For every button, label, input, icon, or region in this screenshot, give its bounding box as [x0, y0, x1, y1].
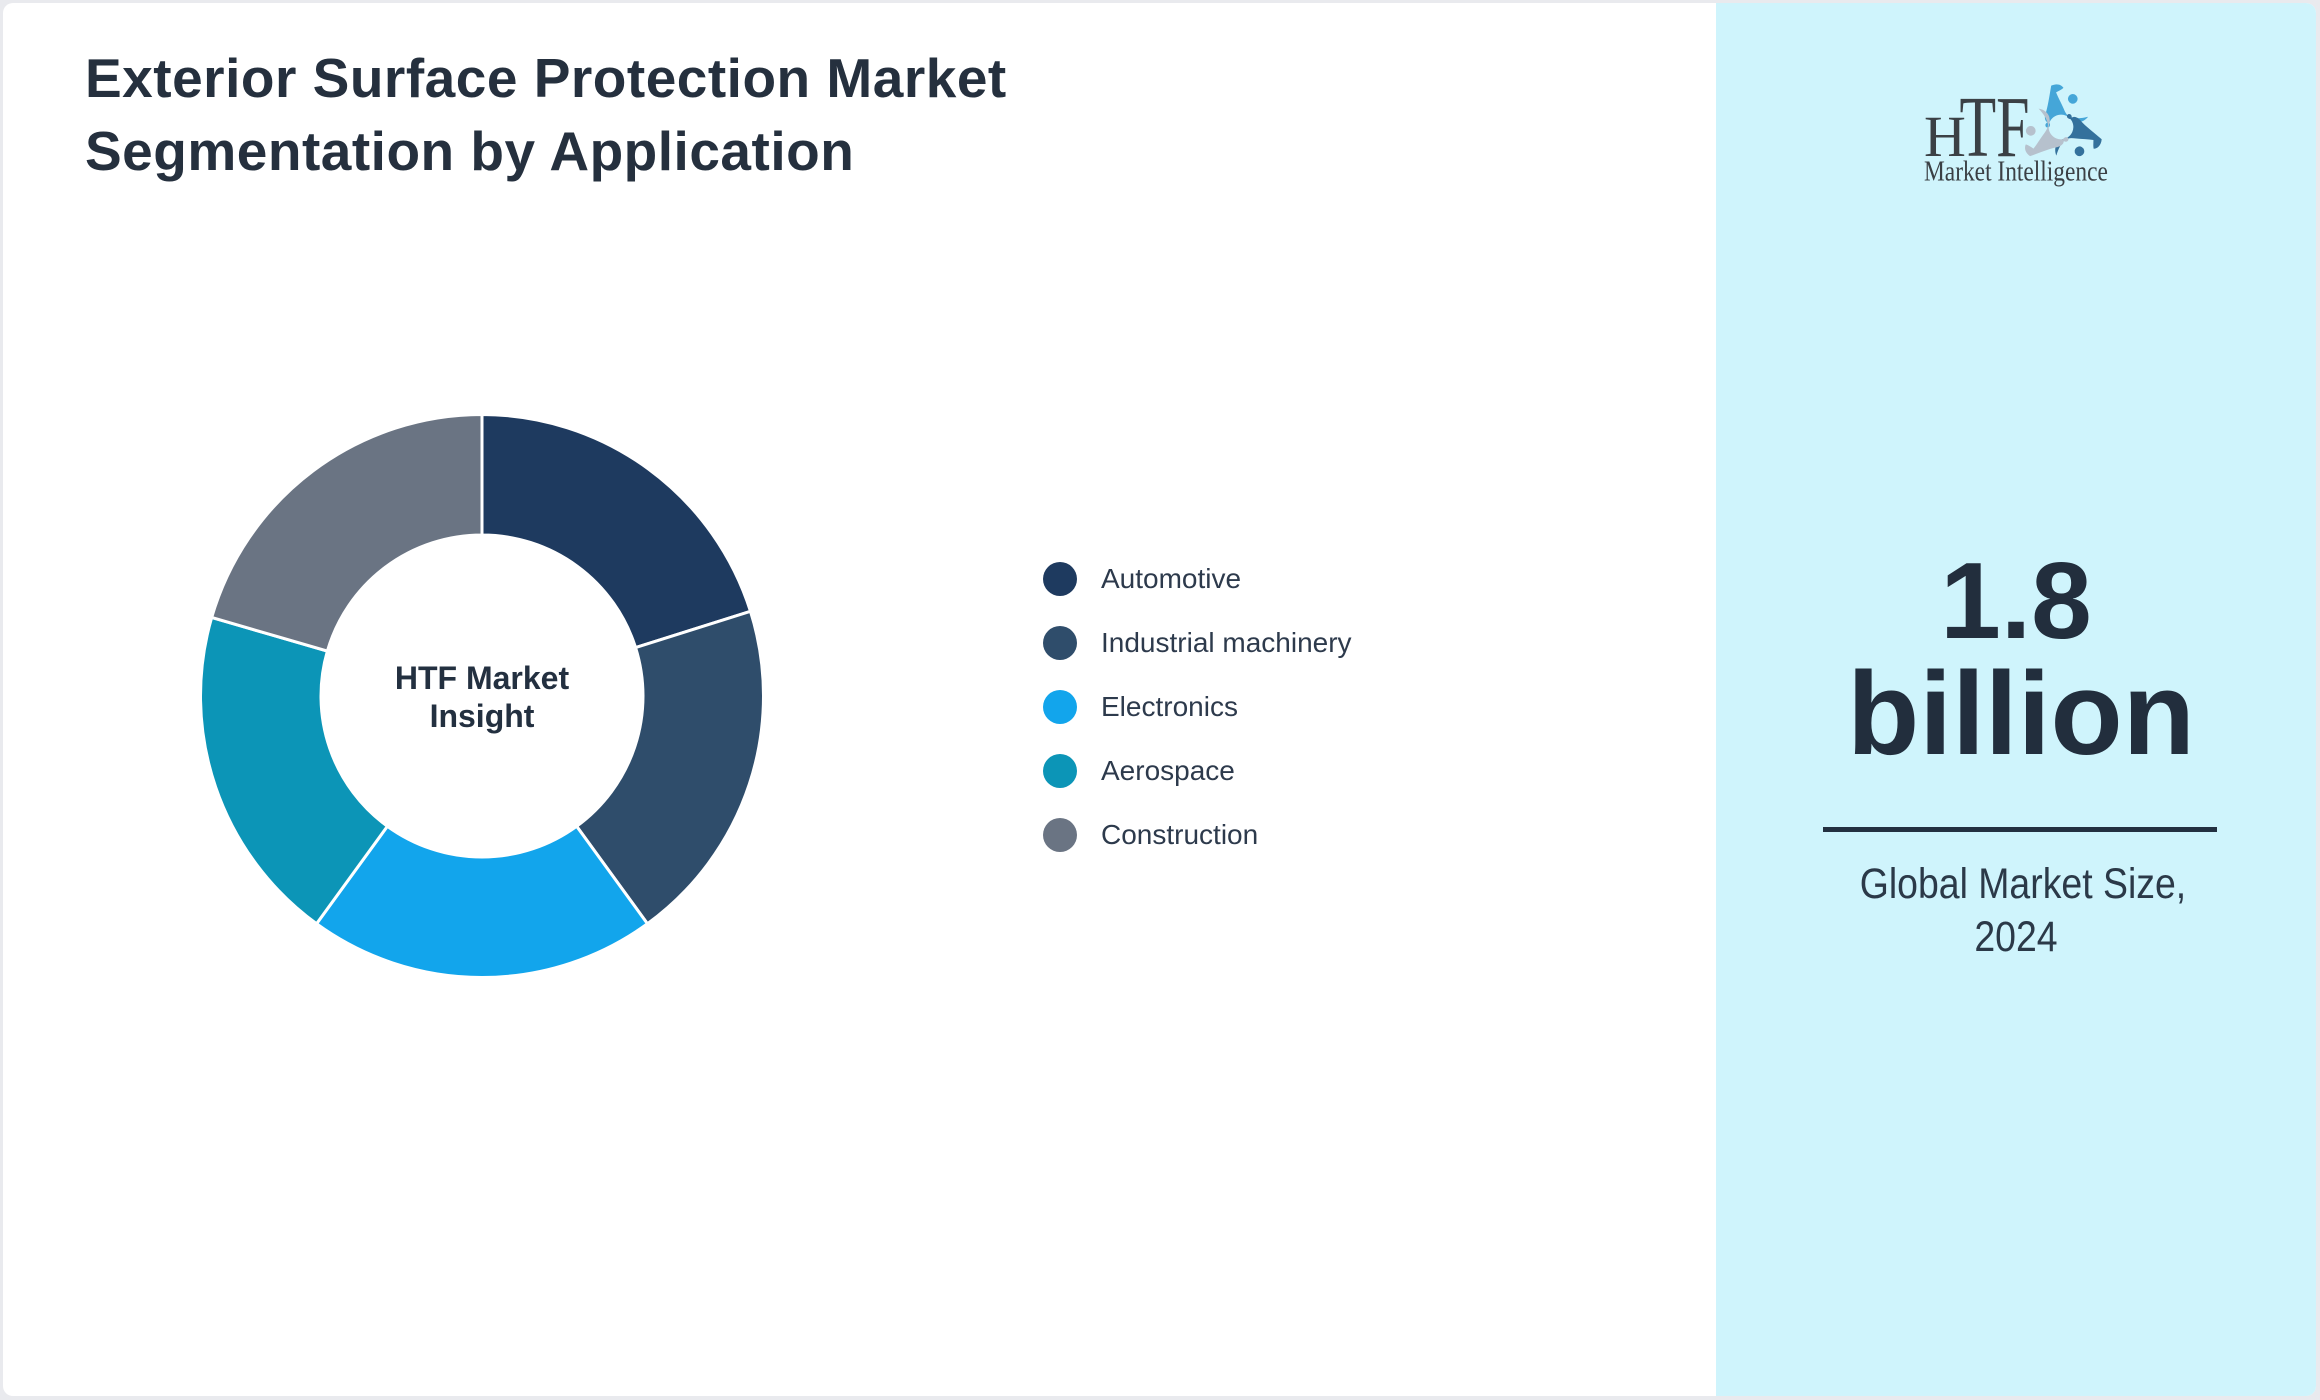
svg-text:TF: TF [1960, 80, 2030, 176]
svg-text:Market Intelligence: Market Intelligence [1924, 155, 2108, 187]
svg-text:H: H [1924, 104, 1966, 169]
